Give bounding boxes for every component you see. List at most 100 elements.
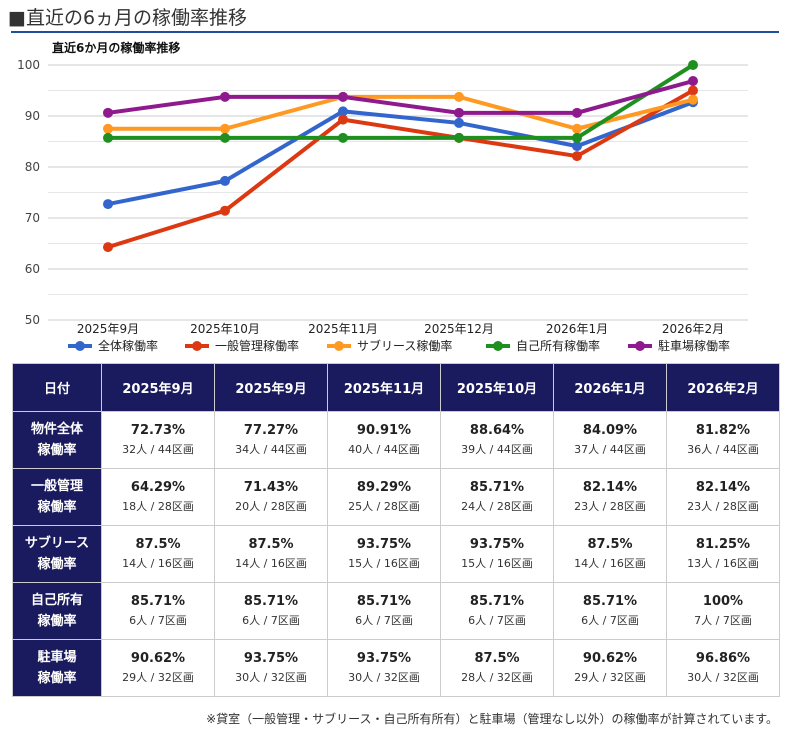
table-cell: 90.91% 40人 / 44区画 <box>327 411 441 469</box>
row-label-line1: 物件全体 <box>30 422 83 437</box>
legend-item[interactable]: 自己所有稼働率 <box>486 338 600 353</box>
column-header: 2026年1月 <box>553 363 667 412</box>
rate-value: 88.64% <box>469 423 525 438</box>
legend-marker-icon <box>635 341 645 351</box>
count-value: 6人 / 7区画 <box>242 614 300 627</box>
table-cell: 82.14% 23人 / 28区画 <box>553 468 667 526</box>
rate-value: 71.43% <box>243 480 299 495</box>
legend-item[interactable]: 全体稼働率 <box>68 338 158 353</box>
y-tick-label: 70 <box>25 211 40 225</box>
y-tick-label: 90 <box>25 109 40 123</box>
legend-item[interactable]: 駐車場稼働率 <box>628 338 730 353</box>
y-tick-label: 100 <box>17 58 40 72</box>
rate-value: 89.29% <box>356 480 412 495</box>
table-cell: 81.25% 13人 / 16区画 <box>666 525 780 583</box>
count-value: 36人 / 44区画 <box>687 443 759 456</box>
rate-value: 82.14% <box>582 480 638 495</box>
date-header: 日付 <box>12 363 102 412</box>
rate-value: 87.5% <box>248 537 294 552</box>
count-value: 24人 / 28区画 <box>461 500 533 513</box>
count-value: 7人 / 7区画 <box>694 614 752 627</box>
count-value: 23人 / 28区画 <box>687 500 759 513</box>
data-point <box>103 132 113 143</box>
rate-value: 85.71% <box>469 594 525 609</box>
rate-value: 85.71% <box>469 480 525 495</box>
count-value: 25人 / 28区画 <box>348 500 420 513</box>
data-point <box>220 175 230 186</box>
data-point <box>688 60 698 70</box>
series-line <box>107 100 694 207</box>
data-point <box>338 114 348 125</box>
table-cell: 85.71% 6人 / 7区画 <box>214 582 328 640</box>
table-cell: 81.82% 36人 / 44区画 <box>666 411 780 469</box>
row-label-line1: 自己所有 <box>30 593 83 608</box>
row-label-line2: 稼働率 <box>37 557 77 572</box>
rate-value: 87.5% <box>474 651 520 666</box>
table-cell: 64.29% 18人 / 28区画 <box>101 468 215 526</box>
data-point <box>688 85 698 96</box>
table-row: 自己所有 稼働率 85.71% 6人 / 7区画 85.71% 6人 / 7区画 85.71… <box>12 582 780 640</box>
legend-item[interactable]: サブリース稼働率 <box>327 338 452 353</box>
rate-value: 82.14% <box>695 480 751 495</box>
x-tick-label: 2025年12月 <box>424 322 494 336</box>
data-point <box>688 76 698 87</box>
data-point <box>572 141 582 152</box>
count-value: 15人 / 16区画 <box>348 557 420 570</box>
table-cell: 93.75% 30人 / 32区画 <box>327 639 441 697</box>
rate-value: 72.73% <box>130 423 186 438</box>
table-cell: 71.43% 20人 / 28区画 <box>214 468 328 526</box>
table-cell: 96.86% 30人 / 32区画 <box>666 639 780 697</box>
series-line <box>107 88 694 250</box>
count-value: 30人 / 32区画 <box>348 671 420 684</box>
legend-marker-icon <box>75 341 85 351</box>
column-header: 2025年9月 <box>101 363 215 412</box>
row-header: 自己所有 稼働率 <box>12 582 102 640</box>
count-value: 32人 / 44区画 <box>122 443 194 456</box>
rate-value: 85.71% <box>356 594 412 609</box>
count-value: 6人 / 7区画 <box>468 614 526 627</box>
table-cell: 90.62% 29人 / 32区画 <box>553 639 667 697</box>
count-value: 14人 / 16区画 <box>122 557 194 570</box>
column-header: 2025年11月 <box>327 363 441 412</box>
row-header: 物件全体 稼働率 <box>12 411 102 469</box>
table-cell: 89.29% 25人 / 28区画 <box>327 468 441 526</box>
count-value: 29人 / 32区画 <box>122 671 194 684</box>
count-value: 20人 / 28区画 <box>235 500 307 513</box>
rate-value: 64.29% <box>130 480 186 495</box>
y-tick-label: 60 <box>25 262 40 276</box>
table-cell: 85.71% 6人 / 7区画 <box>553 582 667 640</box>
legend-marker-icon <box>493 341 503 351</box>
row-label-line1: 駐車場 <box>37 650 77 665</box>
table-cell: 93.75% 30人 / 32区画 <box>214 639 328 697</box>
rate-value: 81.25% <box>695 537 751 552</box>
table-cell: 87.5% 14人 / 16区画 <box>101 525 215 583</box>
legend-item[interactable]: 一般管理稼働率 <box>185 338 299 353</box>
x-tick-label: 2025年10月 <box>190 322 260 336</box>
rate-value: 77.27% <box>243 423 299 438</box>
rate-value: 85.71% <box>582 594 638 609</box>
series-line <box>107 79 694 115</box>
table-cell: 87.5% 14人 / 16区画 <box>553 525 667 583</box>
rate-value: 93.75% <box>356 651 412 666</box>
table-cell: 90.62% 29人 / 32区画 <box>101 639 215 697</box>
table-row: 物件全体 稼働率 72.73% 32人 / 44区画 77.27% 34人 / 44区画 9… <box>12 411 780 469</box>
count-value: 18人 / 28区画 <box>122 500 194 513</box>
data-point <box>688 94 698 105</box>
count-value: 30人 / 32区画 <box>687 671 759 684</box>
count-value: 28人 / 32区画 <box>461 671 533 684</box>
table-row: サブリース 稼働率 87.5% 14人 / 16区画 87.5% 14人 / 16区画 93… <box>12 525 780 583</box>
count-value: 6人 / 7区画 <box>129 614 187 627</box>
chart-title: 直近6か月の稼働率推移 <box>52 40 180 55</box>
rate-value: 93.75% <box>469 537 525 552</box>
table-cell: 77.27% 34人 / 44区画 <box>214 411 328 469</box>
table-cell: 85.71% 6人 / 7区画 <box>101 582 215 640</box>
count-value: 14人 / 16区画 <box>574 557 646 570</box>
legend-label: 自己所有稼働率 <box>516 338 600 353</box>
row-label-line2: 稼働率 <box>37 614 77 629</box>
table-cell: 87.5% 28人 / 32区画 <box>440 639 554 697</box>
row-label-line2: 稼働率 <box>37 500 77 515</box>
table-cell: 100% 7人 / 7区画 <box>666 582 780 640</box>
table-cell: 85.71% 24人 / 28区画 <box>440 468 554 526</box>
rate-value: 90.62% <box>130 651 186 666</box>
count-value: 23人 / 28区画 <box>574 500 646 513</box>
